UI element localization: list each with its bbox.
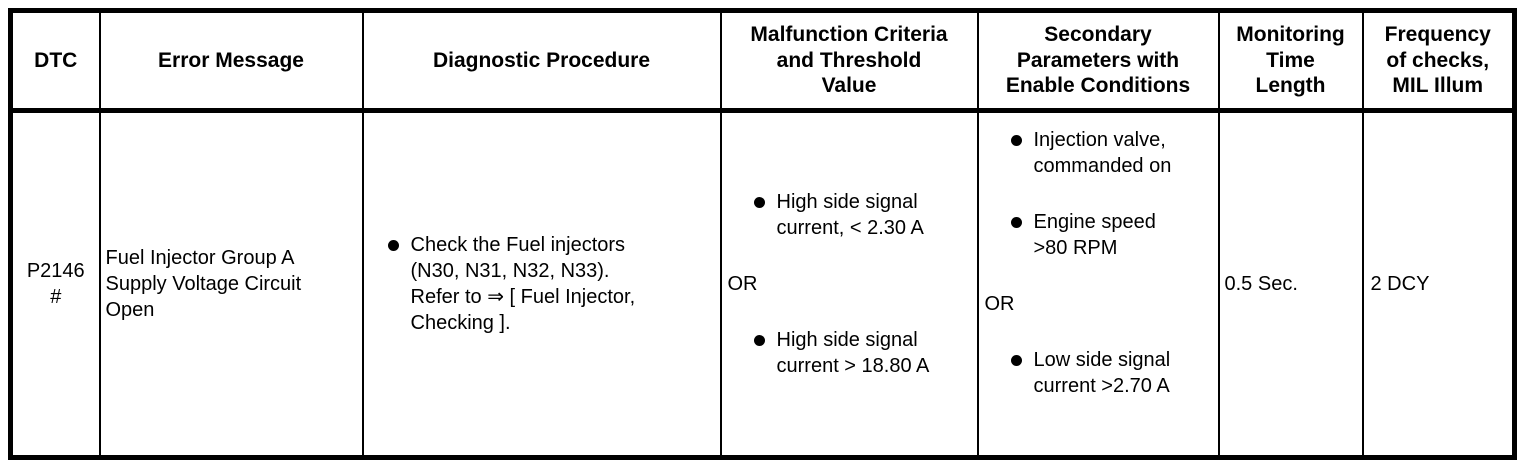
header-frequency-label: Frequency of checks, MIL Illum (1384, 23, 1491, 98)
list-item-text: Engine speed >80 RPM (1033, 211, 1156, 259)
list-item-text: Injection valve, commanded on (1033, 129, 1172, 177)
header-monitoring-time-label: Monitoring Time Length (1236, 23, 1345, 98)
list-item: Injection valve, commanded on (1010, 127, 1218, 179)
bullet-icon (753, 197, 765, 208)
list-item: Check the Fuel injectors (N30, N31, N32,… (387, 232, 720, 336)
header-secondary-parameters-label: Secondary Parameters with Enable Conditi… (1005, 23, 1191, 98)
header-monitoring-time: Monitoring Time Length (1217, 9, 1364, 113)
or-separator: OR (728, 271, 977, 297)
list-item-text: High side signal current, < 2.30 A (776, 191, 924, 239)
dtc-code: P2146 # (26, 260, 85, 308)
cell-diagnostic-procedure: Check the Fuel injectors (N30, N31, N32,… (361, 109, 722, 459)
frequency-text: 2 DCY (1370, 273, 1430, 295)
diagnostic-procedure-list: Check the Fuel injectors (N30, N31, N32,… (370, 232, 720, 336)
cell-error-message: Fuel Injector Group A Supply Voltage Cir… (98, 109, 364, 459)
dtc-table: DTC Error Message Diagnostic Procedure M… (8, 8, 1517, 460)
or-separator: OR (985, 291, 1218, 317)
bullet-icon (1010, 135, 1022, 146)
header-frequency: Frequency of checks, MIL Illum (1361, 9, 1516, 113)
list-item: High side signal current, < 2.30 A (753, 189, 977, 241)
list-item: Low side signal current >2.70 A (1010, 347, 1218, 399)
secondary-parameters-list: Injection valve, commanded on Engine spe… (985, 127, 1218, 399)
header-secondary-parameters: Secondary Parameters with Enable Conditi… (976, 9, 1220, 113)
bullet-icon (1010, 217, 1022, 228)
header-malfunction-criteria: Malfunction Criteria and Threshold Value (719, 9, 979, 113)
monitoring-time-text: 0.5 Sec. (1224, 273, 1298, 295)
cell-frequency: 2 DCY (1361, 109, 1516, 459)
header-error-message: Error Message (98, 9, 364, 113)
list-item: Engine speed >80 RPM (1010, 209, 1218, 261)
cell-dtc: P2146 # (9, 109, 101, 459)
header-dtc-label: DTC (34, 48, 78, 72)
table-header-row: DTC Error Message Diagnostic Procedure M… (9, 9, 1516, 113)
error-message-text: Fuel Injector Group A Supply Voltage Cir… (105, 247, 302, 321)
list-item-text: Check the Fuel injectors (N30, N31, N32,… (410, 234, 636, 334)
bullet-icon (387, 240, 399, 251)
table-row: P2146 # Fuel Injector Group A Supply Vol… (9, 109, 1516, 459)
list-item-text: Low side signal current >2.70 A (1033, 349, 1171, 397)
header-diagnostic-procedure-label: Diagnostic Procedure (432, 48, 651, 72)
malfunction-criteria-list: High side signal current, < 2.30 A OR Hi… (728, 189, 977, 379)
list-item: High side signal current > 18.80 A (753, 327, 977, 379)
header-diagnostic-procedure: Diagnostic Procedure (361, 9, 722, 113)
cell-malfunction-criteria: High side signal current, < 2.30 A OR Hi… (719, 109, 979, 459)
or-text: OR (984, 293, 1015, 315)
or-text: OR (727, 273, 758, 295)
header-dtc: DTC (9, 9, 101, 113)
cell-secondary-parameters: Injection valve, commanded on Engine spe… (976, 109, 1220, 459)
header-malfunction-criteria-label: Malfunction Criteria and Threshold Value (750, 23, 948, 98)
bullet-icon (1010, 355, 1022, 366)
header-error-message-label: Error Message (158, 48, 304, 72)
bullet-icon (753, 335, 765, 346)
cell-monitoring-time: 0.5 Sec. (1217, 109, 1364, 459)
list-item-text: High side signal current > 18.80 A (776, 329, 930, 377)
